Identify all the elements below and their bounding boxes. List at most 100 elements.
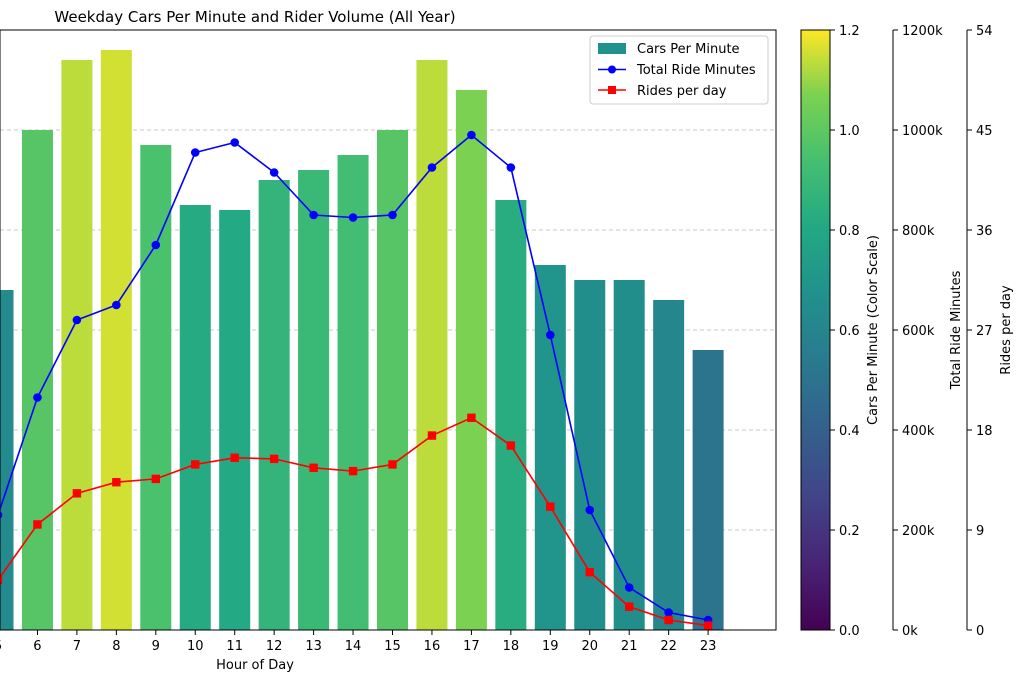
minutes-tick-label: 400k: [902, 424, 935, 439]
minutes-point-hour-19: [546, 330, 555, 340]
rides-point-hour-14: [348, 466, 358, 476]
rides-point-hour-7: [72, 489, 82, 498]
colorbar-tick-label: 0.8: [839, 224, 860, 239]
rides-point-hour-15: [388, 460, 397, 469]
bar-hour-23: [692, 350, 724, 630]
rides-point-hour-18: [506, 441, 516, 450]
rides-point-hour-13: [309, 463, 318, 472]
bar-hour-18: [495, 200, 527, 630]
rides-tick-label: 27: [976, 324, 993, 339]
rides-point-hour-19: [546, 502, 555, 511]
bar-hour-12: [258, 180, 290, 630]
bar-hour-8: [100, 50, 132, 630]
minutes-point-hour-22: [664, 608, 673, 617]
rides-tick-label: 36: [976, 224, 993, 239]
series-lines: [0, 130, 713, 630]
rides-axis: 0 9 18 27 36 45 54: [966, 24, 993, 639]
x-tick-label: 15: [384, 639, 401, 654]
minutes-tick-label: 600k: [902, 324, 935, 339]
bar-hour-7: [61, 60, 93, 630]
bar-hour-5: [0, 290, 14, 630]
bar-hour-15: [377, 130, 408, 630]
colorbar-tick-label: 0.6: [839, 324, 860, 339]
rides-tick-label: 54: [976, 24, 993, 39]
legend-marker-rides: [608, 86, 616, 94]
x-tick-label: 5: [0, 639, 2, 654]
colorbar-tick-label: 1.0: [839, 124, 860, 139]
bar-hour-9: [140, 145, 172, 630]
colorbar-tick-label: 0.4: [839, 424, 860, 439]
rides-point-hour-21: [625, 602, 634, 611]
minutes-point-hour-15: [388, 210, 397, 220]
minutes-point-hour-5: [0, 511, 3, 519]
bar-hour-11: [219, 210, 251, 630]
rides-tick-label: 18: [976, 424, 993, 439]
bar-hour-20: [574, 280, 606, 630]
minutes-point-hour-10: [190, 148, 200, 157]
x-tick-label: 18: [503, 639, 520, 654]
minutes-point-hour-14: [348, 213, 358, 222]
colorbar-gradient: [800, 29, 831, 631]
x-tick-label: 21: [621, 639, 638, 654]
rides-tick-label: 0: [976, 624, 984, 639]
minutes-tick-label: 200k: [902, 524, 935, 539]
x-tick-label: 8: [112, 639, 120, 654]
colorbar-ticks: 0.0 0.2 0.4 0.6 0.8 1.0 1.2: [830, 24, 860, 639]
minutes-point-hour-12: [269, 168, 279, 177]
x-tick-label: 10: [187, 639, 204, 654]
rides-point-hour-20: [585, 568, 594, 577]
rides-point-hour-22: [664, 615, 673, 625]
legend-marker-minutes: [608, 65, 616, 74]
minutes-point-hour-16: [427, 163, 437, 172]
bar-hour-21: [613, 280, 645, 630]
legend-label-cars: Cars Per Minute: [637, 42, 740, 57]
chart-title: Weekday Cars Per Minute and Rider Volume…: [54, 8, 455, 26]
rides-point-hour-8: [112, 478, 121, 487]
x-tick-label: 9: [152, 639, 160, 654]
colorbar-tick-label: 0.2: [839, 524, 860, 539]
rides-axis-label: Rides per day: [999, 285, 1014, 375]
bar-hour-17: [455, 90, 487, 630]
minutes-point-hour-13: [309, 210, 318, 220]
rides-tick-label: 45: [976, 124, 993, 139]
minutes-point-hour-18: [506, 163, 516, 172]
x-axis: 5 6 7 8 9 10 11 12 13 14 15 16 17 18 19 20 21 22 23: [0, 630, 716, 654]
rides-tick-label: 9: [976, 524, 984, 539]
colorbar-label: Cars Per Minute (Color Scale): [866, 235, 881, 425]
bar-hour-10: [179, 205, 211, 630]
bar-hour-6: [21, 130, 53, 630]
x-tick-label: 7: [73, 639, 81, 654]
x-tick-label: 14: [345, 639, 362, 654]
x-tick-label: 20: [581, 639, 598, 654]
rides-point-hour-11: [230, 453, 239, 462]
colorbar: [800, 29, 831, 631]
rides-point-hour-17: [467, 413, 476, 422]
minutes-point-hour-9: [151, 240, 161, 250]
bars: [0, 50, 724, 630]
bar-hour-14: [337, 155, 369, 630]
minutes-axis: 0k 200k 400k 600k 800k 1000k 1200k: [892, 24, 943, 639]
bar-hour-13: [298, 170, 330, 630]
legend: Cars Per Minute Total Ride Minutes Rides…: [589, 35, 769, 105]
legend-label-rides: Rides per day: [637, 84, 727, 99]
rides-point-hour-9: [151, 474, 160, 484]
bar-hour-19: [534, 265, 566, 630]
minutes-point-hour-21: [624, 583, 634, 592]
x-tick-label: 22: [660, 639, 677, 654]
x-tick-label: 6: [33, 639, 41, 654]
rides-point-hour-6: [33, 520, 42, 529]
x-tick-label: 13: [305, 639, 322, 654]
minutes-axis-label: Total Ride Minutes: [949, 270, 964, 390]
rides-point-hour-5: [0, 575, 3, 585]
minutes-tick-label: 800k: [902, 224, 935, 239]
rides-point-hour-23: [703, 621, 713, 630]
bar-hour-16: [416, 60, 448, 630]
minutes-tick-label: 1200k: [902, 24, 943, 39]
legend-label-minutes: Total Ride Minutes: [636, 63, 756, 78]
plot-frame: [0, 29, 777, 631]
x-tick-label: 17: [463, 639, 480, 654]
x-tick-label: 11: [226, 639, 243, 654]
legend-swatch-cars: [598, 43, 626, 54]
x-tick-label: 19: [542, 639, 559, 654]
minutes-tick-label: 1000k: [902, 124, 943, 139]
